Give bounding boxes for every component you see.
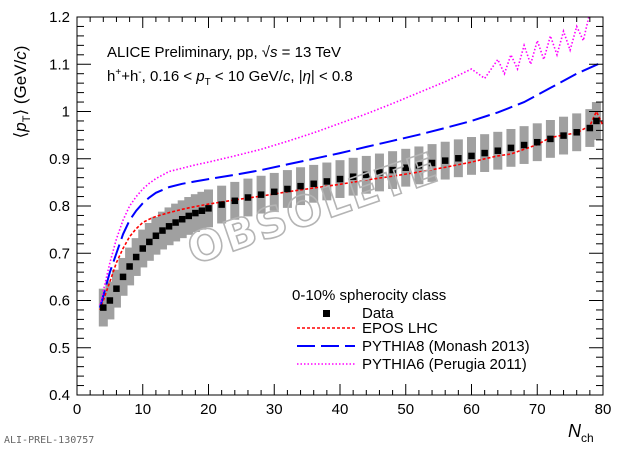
data-point [310, 180, 317, 188]
y-tick-label: 0.7 [49, 245, 70, 262]
data-point [257, 191, 265, 198]
data-point [244, 194, 252, 201]
x-tick-label: 70 [529, 401, 546, 418]
data-point [336, 175, 344, 183]
y-tick-label: 0.9 [49, 151, 70, 168]
x-tick-label: 20 [200, 401, 217, 418]
pythia8-series [99, 60, 603, 308]
data-point [468, 152, 475, 160]
data-point [323, 178, 331, 185]
data-point [178, 215, 186, 223]
data-point [573, 129, 580, 136]
axis-ticks [76, 16, 604, 396]
data-point [146, 238, 153, 246]
y-tick-label: 0.6 [49, 293, 70, 310]
data-point [231, 197, 239, 205]
data-point [534, 138, 541, 146]
figure-id-footer: ALI-PREL-130757 [4, 435, 94, 446]
legend-entry-pythia6: PYTHIA6 (Perugia 2011) [362, 356, 527, 373]
data-point [402, 164, 409, 171]
data-point [481, 149, 488, 157]
data-point [455, 155, 462, 162]
x-tick-label: 60 [463, 401, 480, 418]
data-point [349, 173, 357, 180]
data-points [100, 117, 600, 311]
data-point [520, 141, 528, 149]
x-tick-label: 10 [134, 401, 151, 418]
data-point [106, 297, 114, 304]
data-point [560, 132, 567, 139]
y-tick-label: 0.5 [49, 340, 70, 357]
legend-title: 0-10% spherocity class [292, 287, 446, 304]
header-line-2: h++h-, 0.16 < pT < 10 GeV/c, |η| < 0.8 [107, 67, 353, 88]
y-tick-label: 0.4 [49, 387, 70, 404]
legend-entry-pythia8: PYTHIA8 (Monash 2013) [362, 338, 530, 355]
x-axis-label: Nch [568, 421, 594, 445]
data-point [389, 166, 396, 174]
data-point [205, 205, 212, 212]
data-point [165, 223, 173, 230]
data-point [198, 207, 206, 214]
data-point [152, 232, 160, 240]
data-point [132, 253, 140, 261]
y-tick-label: 1 [62, 104, 70, 121]
data-point [126, 263, 133, 270]
data-point [113, 285, 120, 292]
data-point [376, 169, 383, 176]
data-point [159, 227, 166, 234]
x-tick-label: 80 [595, 401, 612, 418]
y-tick-label: 1.2 [49, 9, 70, 26]
data-point [192, 209, 199, 217]
y-tick-label: 0.8 [49, 198, 70, 215]
x-tick-label: 0 [73, 401, 81, 418]
legend: 0-10% spherocity class Data EPOS LHC PYT… [292, 287, 530, 373]
data-point [119, 273, 127, 281]
data-point [494, 147, 502, 154]
x-tick-label: 40 [332, 401, 349, 418]
y-tick-labels: 0.4 0.5 0.6 0.7 0.8 0.9 1 1.1 1.2 [49, 9, 70, 404]
data-point [139, 245, 146, 252]
x-tick-labels: 0 10 20 30 40 50 60 70 80 [73, 401, 612, 418]
legend-entry-data: Data [362, 305, 394, 322]
data-point [284, 185, 291, 193]
data-point [507, 144, 515, 152]
pythia8-curve [99, 60, 603, 308]
header-line-1: ALICE Preliminary, pp, √s = 13 TeV [107, 44, 341, 61]
epos-lhc-series [99, 109, 603, 311]
data-point [271, 188, 278, 196]
y-axis-label: ⟨pT⟩ (GeV/c) [11, 46, 33, 139]
y-tick-label: 1.1 [49, 56, 70, 73]
data-point [363, 171, 370, 179]
legend-entry-epos: EPOS LHC [362, 320, 438, 337]
data-point [586, 124, 594, 132]
data-point [547, 135, 554, 143]
data-point [428, 159, 436, 167]
data-point [100, 304, 107, 311]
data-point [415, 162, 423, 169]
data-point [297, 182, 304, 190]
x-tick-label: 50 [397, 401, 414, 418]
legend-data-marker [323, 310, 330, 317]
data-point [441, 157, 449, 164]
data-point [185, 212, 193, 220]
epos-lhc-curve [99, 109, 603, 311]
data-point [218, 201, 225, 208]
x-tick-label: 30 [266, 401, 283, 418]
data-point [172, 219, 179, 226]
